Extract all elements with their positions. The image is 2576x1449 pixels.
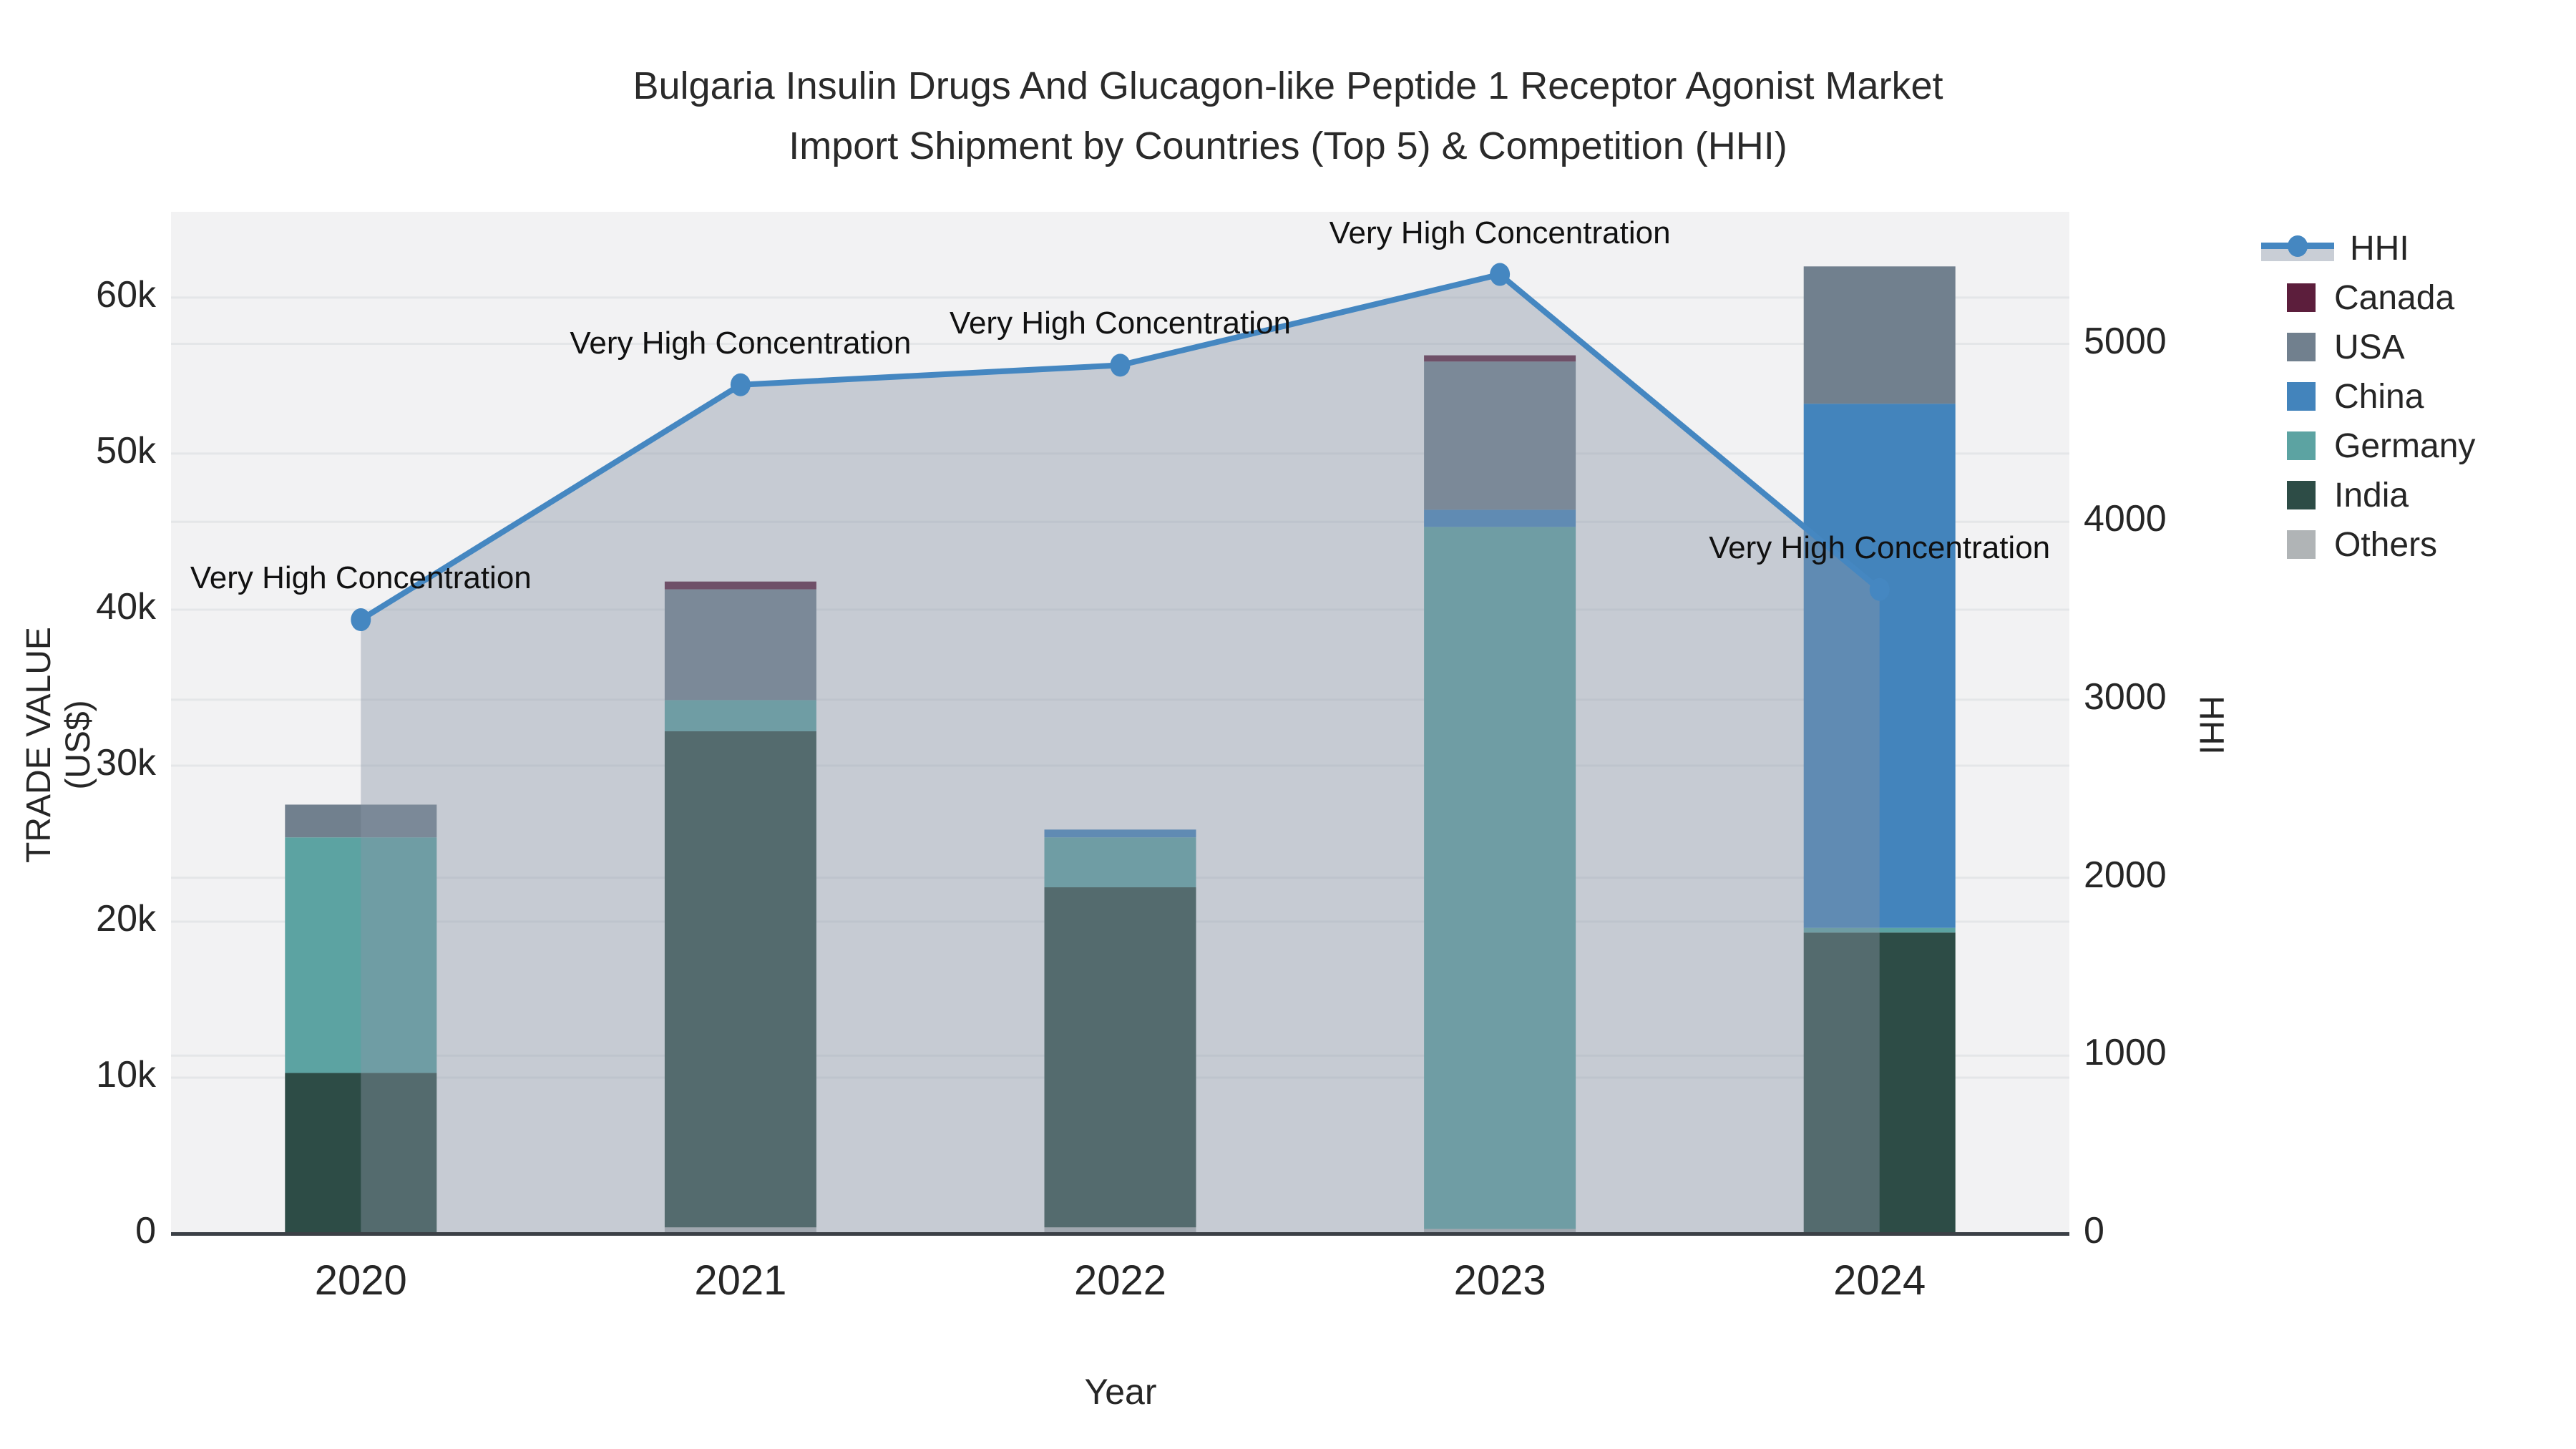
x-axis-title: Year [1084,1372,1157,1412]
bar-2022-germany[interactable] [1044,837,1196,888]
legend-label-usa: USA [2334,328,2405,366]
chart-title-line1: Bulgaria Insulin Drugs And Glucagon-like… [633,64,1943,107]
left-tick-40k: 40k [96,585,156,628]
left-tick-10k: 10k [96,1053,156,1096]
bar-2023-germany[interactable] [1424,527,1576,1229]
legend-item-usa[interactable]: USA [2261,326,2405,369]
bar-2023-china[interactable] [1424,509,1576,527]
legend-label-india: India [2334,476,2409,514]
annotation-2023: Very High Concentration [1329,215,1671,250]
legend-swatch-germany [2287,431,2316,460]
legend-item-others[interactable]: Others [2261,523,2437,566]
bar-2020-germany[interactable] [285,837,437,1073]
bar-2020-india[interactable] [285,1073,437,1234]
bar-2024-india[interactable] [1803,932,1956,1234]
legend-label-china: China [2334,377,2424,416]
bar-2021-germany[interactable] [664,700,816,731]
annotation-2020: Very High Concentration [190,560,532,595]
bar-2024-germany[interactable] [1803,927,1956,933]
hhi-marker-2022[interactable] [1110,353,1131,377]
left-tick-30k: 30k [96,741,156,784]
bar-2022-china[interactable] [1044,829,1196,838]
right-tick-1000: 1000 [2084,1032,2167,1074]
bar-2021-canada[interactable] [664,581,816,590]
bar-2023-canada[interactable] [1424,355,1576,362]
right-tick-4000: 4000 [2084,498,2167,540]
hhi-area-fill [361,274,1880,1234]
bar-2022-others[interactable] [1044,1227,1196,1234]
annotation-2024: Very High Concentration [1709,530,2051,565]
x-tick-2021[interactable]: 2021 [694,1257,787,1304]
left-tick-60k: 60k [96,273,156,316]
annotation-2021: Very High Concentration [570,325,912,361]
right-tick-0: 0 [2084,1210,2104,1252]
bar-2021-usa[interactable] [664,589,816,701]
legend-label-hhi: HHI [2350,229,2409,268]
hhi-marker-2021[interactable] [730,373,751,396]
legend-swatch-others [2287,530,2316,559]
legend-item-canada[interactable]: Canada [2261,276,2454,319]
x-tick-2022[interactable]: 2022 [1073,1257,1167,1304]
x-tick-2023[interactable]: 2023 [1453,1257,1546,1304]
left-tick-50k: 50k [96,429,156,472]
legend-item-india[interactable]: India [2261,474,2409,517]
hhi-marker-2020[interactable] [351,608,371,632]
chart-title-line2: Import Shipment by Countries (Top 5) & C… [789,125,1787,167]
bar-2020-usa[interactable] [285,804,437,838]
hhi-marker-2023[interactable] [1490,263,1511,286]
bar-2023-usa[interactable] [1424,361,1576,510]
bar-2024-china[interactable] [1803,404,1956,928]
legend-swatch-india [2287,481,2316,509]
legend-label-germany: Germany [2334,426,2476,465]
legend-swatch-canada [2287,283,2316,312]
bar-2021-india[interactable] [664,731,816,1228]
legend-hhi-line-icon [2261,233,2334,264]
bar-2022-india[interactable] [1044,887,1196,1228]
bar-2024-usa[interactable] [1803,266,1956,404]
chart-title: Bulgaria Insulin Drugs And Glucagon-like… [0,56,2576,176]
right-tick-3000: 3000 [2084,675,2167,718]
legend-item-hhi[interactable]: HHI [2261,227,2409,270]
legend-swatch-usa [2287,333,2316,361]
x-tick-2024[interactable]: 2024 [1833,1257,1926,1304]
legend-swatch-china [2287,382,2316,411]
right-axis-title: HHI [2192,696,2230,755]
legend-label-others: Others [2334,525,2438,564]
left-tick-20k: 20k [96,897,156,940]
legend-item-china[interactable]: China [2261,375,2424,418]
legend-label-canada: Canada [2334,278,2455,317]
bar-2023-others[interactable] [1424,1229,1576,1234]
right-tick-5000: 5000 [2084,320,2167,362]
legend-item-germany[interactable]: Germany [2261,424,2475,467]
x-axis-line [171,1232,2069,1236]
left-tick-0: 0 [135,1210,156,1252]
annotation-2022: Very High Concentration [950,306,1291,341]
right-tick-2000: 2000 [2084,854,2167,896]
bar-2021-others[interactable] [664,1227,816,1234]
hhi-marker-2024[interactable] [1869,577,1890,601]
x-tick-2020[interactable]: 2020 [314,1257,407,1304]
